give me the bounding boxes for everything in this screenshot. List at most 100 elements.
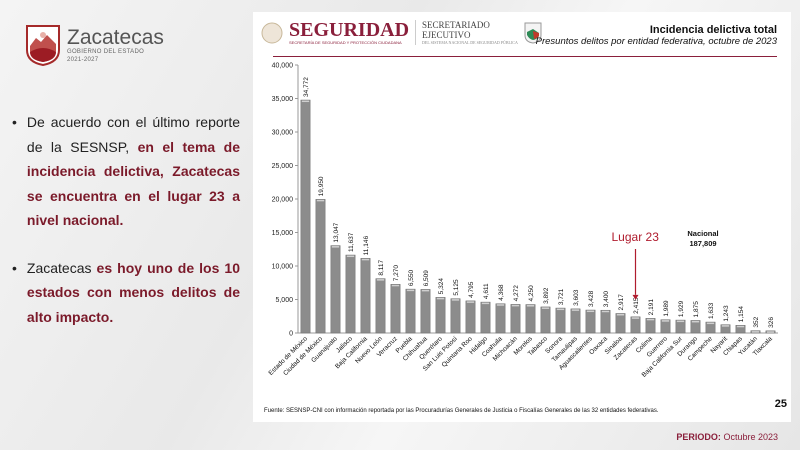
chart-subtitle: Presuntos delitos por entidad federativa… xyxy=(535,36,777,47)
data-label: 6,509 xyxy=(423,270,430,287)
lugar-23-annotation: Lugar 23 xyxy=(612,230,660,244)
bar-highlight xyxy=(361,258,370,261)
logo-years: 2021-2027 xyxy=(67,56,99,63)
bar-highlight xyxy=(466,301,475,303)
bar xyxy=(450,298,461,334)
bar xyxy=(540,306,551,334)
bar-highlight xyxy=(691,320,700,323)
data-label: 5,324 xyxy=(438,278,445,295)
bar xyxy=(510,304,521,334)
bar-highlight xyxy=(736,325,745,328)
logo-name: Zacatecas xyxy=(67,25,164,49)
zacatecas-logo: Zacatecas GOBIERNO DEL ESTADO 2021-2027 xyxy=(25,24,164,66)
data-label: 1,929 xyxy=(678,300,685,317)
y-tick-label: 25,000 xyxy=(272,163,294,170)
bar-chart: 0 5,000 10,000 15,000 20,000 25,000 30,000 35,0… xyxy=(267,63,778,379)
bar xyxy=(420,289,431,334)
bar-highlight xyxy=(556,308,565,311)
bar xyxy=(570,308,581,334)
bar xyxy=(555,307,566,334)
bar-highlight xyxy=(586,310,595,313)
bar xyxy=(675,319,686,334)
data-label: 1,875 xyxy=(693,301,700,318)
bullet-highlight: es hoy uno de los 10 estados con menos d… xyxy=(26,259,241,325)
highlight-arrow-head xyxy=(632,294,639,300)
national-total-value: 187,809 xyxy=(689,239,716,248)
secretariado-subtitle: DEL SISTEMA NACIONAL DE SEGURIDAD PÚBLIC… xyxy=(422,40,518,45)
data-label: 1,154 xyxy=(738,306,745,323)
bar xyxy=(660,319,671,334)
bar xyxy=(405,288,416,334)
bar xyxy=(465,300,476,334)
data-label: 352 xyxy=(753,316,760,327)
data-label: 2,191 xyxy=(648,299,655,316)
page-number: 25 xyxy=(774,398,787,410)
y-tick-label: 35,000 xyxy=(272,96,294,103)
bar-highlight xyxy=(766,331,775,333)
bar-highlight xyxy=(391,284,400,287)
data-label: 4,611 xyxy=(483,283,490,299)
bar xyxy=(720,324,731,334)
bar xyxy=(645,318,656,334)
logo-subtitle: GOBIERNO DEL ESTADO xyxy=(67,48,145,55)
bullet-item: • De acuerdo con el último reporte de la … xyxy=(12,114,240,228)
bar-highlight xyxy=(661,320,670,322)
bar xyxy=(330,245,341,334)
data-label: 34,772 xyxy=(303,77,310,97)
bar xyxy=(525,304,536,334)
bar xyxy=(600,309,611,334)
zacatecas-shield-icon xyxy=(26,25,60,66)
bar xyxy=(300,99,311,334)
chart-title: Incidencia delictiva total xyxy=(649,24,777,36)
data-label: 1,243 xyxy=(723,305,730,322)
period-key: PERIODO: xyxy=(676,432,721,442)
y-tick-label: 0 xyxy=(289,331,293,338)
data-label: 3,603 xyxy=(573,289,580,306)
bar-highlight xyxy=(376,279,385,281)
bar-highlight xyxy=(751,331,760,333)
y-tick-label: 10,000 xyxy=(272,264,294,271)
seguridad-subtitle: SECRETARÍA DE SEGURIDAD Y PROTECCIÓN CIU… xyxy=(289,40,402,45)
bar-highlight xyxy=(496,304,505,306)
bar xyxy=(690,320,701,334)
data-label: 6,550 xyxy=(408,269,415,286)
bar-highlight xyxy=(631,317,640,319)
data-label: 4,368 xyxy=(498,284,505,301)
chart-panel: SEGURIDAD SECRETARÍA DE SEGURIDAD Y PROTE… xyxy=(253,12,791,422)
bar xyxy=(630,316,641,334)
data-label: 8,117 xyxy=(378,259,385,275)
seguridad-logo-text: SEGURIDAD xyxy=(289,19,410,41)
bar-highlight xyxy=(721,325,730,327)
bar xyxy=(615,313,626,334)
national-seal-icon xyxy=(261,22,283,43)
data-label: 11,146 xyxy=(363,236,370,256)
bar xyxy=(480,301,491,334)
bar xyxy=(585,309,596,334)
period-value: Octubre 2023 xyxy=(723,432,778,442)
period-label: PERIODO: Octubre 2023 xyxy=(676,432,778,442)
bar-highlight xyxy=(481,302,490,305)
y-tick-label: 40,000 xyxy=(272,63,294,70)
bar-highlight xyxy=(436,297,445,300)
data-label: 326 xyxy=(768,317,775,328)
national-total-label: Nacional xyxy=(687,229,718,238)
ejecutivo-text: EJECUTIVO xyxy=(422,30,471,40)
bar-highlight xyxy=(511,304,520,307)
bar-highlight xyxy=(616,313,625,316)
bar-highlight xyxy=(406,289,415,292)
data-label: 19,950 xyxy=(318,176,325,196)
bar xyxy=(360,258,371,334)
bullet-item: • Zacatecas es hoy uno de los 10 estados … xyxy=(12,259,241,325)
data-label: 1,633 xyxy=(708,302,715,319)
bullet-text: Zacatecas xyxy=(26,259,97,276)
data-label: 1,989 xyxy=(663,300,670,317)
y-tick-label: 20,000 xyxy=(272,197,294,204)
data-label: 4,250 xyxy=(528,285,535,302)
data-label: 3,892 xyxy=(543,287,550,304)
data-label: 3,721 xyxy=(558,288,565,305)
bar xyxy=(345,254,356,334)
data-label: 13,047 xyxy=(333,222,340,242)
bar xyxy=(375,278,386,334)
bar xyxy=(495,303,506,334)
bar-highlight xyxy=(646,318,655,321)
